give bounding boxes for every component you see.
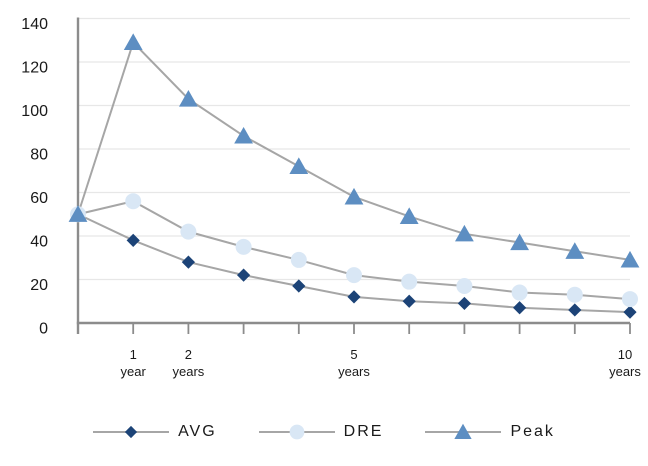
dre-circle-marker xyxy=(180,223,197,240)
dre-legend-label: DRE xyxy=(343,423,384,440)
dre-circle-marker xyxy=(622,291,638,308)
peak-legend-label: Peak xyxy=(510,423,555,440)
series-line-dre xyxy=(77,200,631,301)
dre-circle-marker xyxy=(235,238,252,255)
series-markers-dre xyxy=(70,193,638,308)
dre-circle-legend-icon xyxy=(258,424,335,440)
avg-diamond-marker xyxy=(568,303,582,317)
y-axis-labels: 0 20 40 60 80 100 120 140 xyxy=(21,16,48,338)
peak-triangle-marker xyxy=(510,233,529,251)
plot-area: 0 20 40 60 80 100 120 140 1 year 2 years 5 years 10 yea… xyxy=(21,16,642,379)
y-tick-label-40: 40 xyxy=(30,234,48,251)
legend-item-peak: Peak xyxy=(425,419,554,445)
dre-legend-circle xyxy=(289,424,305,440)
dre-circle-marker xyxy=(125,193,142,210)
avg-diamond-marker xyxy=(237,268,251,282)
x-tick-label-2-unit: years xyxy=(173,364,205,379)
peak-legend-triangle xyxy=(454,423,473,439)
avg-legend-diamond xyxy=(124,425,138,439)
avg-diamond-marker xyxy=(402,294,416,308)
avg-diamond-marker xyxy=(623,305,637,319)
x-tick-label-2-number: 2 xyxy=(185,347,192,362)
y-tick-label-100: 100 xyxy=(21,103,48,120)
y-tick-label-0: 0 xyxy=(39,321,48,338)
x-axis-ticks xyxy=(77,323,631,334)
y-tick-label-80: 80 xyxy=(30,147,48,164)
peak-triangle-marker xyxy=(344,187,364,205)
avg-diamond-marker xyxy=(292,279,306,293)
x-tick-label-10-number: 10 xyxy=(618,347,632,362)
peak-triangle-marker xyxy=(565,242,585,259)
y-tick-label-120: 120 xyxy=(21,60,48,77)
dre-circle-marker xyxy=(511,284,528,301)
avg-diamond-marker xyxy=(181,255,195,269)
peak-triangle-marker xyxy=(179,89,198,107)
legend: AVG DRE Peak xyxy=(0,419,648,445)
peak-triangle-marker xyxy=(68,205,88,222)
dre-circle-marker xyxy=(401,273,418,290)
x-tick-label-1-unit: year xyxy=(121,364,147,379)
peak-triangle-marker xyxy=(455,224,474,242)
dre-circle-marker xyxy=(456,278,473,295)
x-axis-labels: 1 year 2 years 5 years 10 years xyxy=(121,347,642,379)
peak-triangle-marker xyxy=(123,33,143,51)
series-markers-avg xyxy=(71,207,637,319)
series-markers-peak xyxy=(68,33,640,268)
peak-triangle-marker xyxy=(620,250,640,268)
avg-diamond-marker xyxy=(513,301,527,315)
avg-diamond-legend-icon xyxy=(93,425,170,439)
dre-circle-marker xyxy=(290,251,307,268)
x-tick-label-1-number: 1 xyxy=(130,347,137,362)
dre-circle-marker xyxy=(346,267,362,284)
legend-item-dre: DRE xyxy=(258,419,384,445)
avg-diamond-marker xyxy=(457,296,471,311)
y-tick-label-20: 20 xyxy=(30,277,48,294)
gridlines xyxy=(78,17,630,281)
x-tick-label-10-unit: years xyxy=(609,364,641,379)
peak-triangle-marker xyxy=(399,207,419,225)
y-tick-label-60: 60 xyxy=(30,190,48,207)
series-line-peak xyxy=(77,40,631,261)
peak-triangle-marker xyxy=(234,126,253,144)
dre-circle-marker xyxy=(566,286,583,303)
x-tick-label-5-unit: years xyxy=(338,364,370,379)
peak-triangle-marker xyxy=(289,157,309,174)
avg-diamond-marker xyxy=(347,290,361,304)
peak-triangle-legend-icon xyxy=(425,423,502,439)
legend-item-avg: AVG xyxy=(93,419,217,445)
avg-legend-label: AVG xyxy=(178,423,217,440)
y-tick-label-140: 140 xyxy=(21,16,48,33)
avg-diamond-marker xyxy=(126,233,140,247)
x-tick-label-5-number: 5 xyxy=(350,347,357,362)
